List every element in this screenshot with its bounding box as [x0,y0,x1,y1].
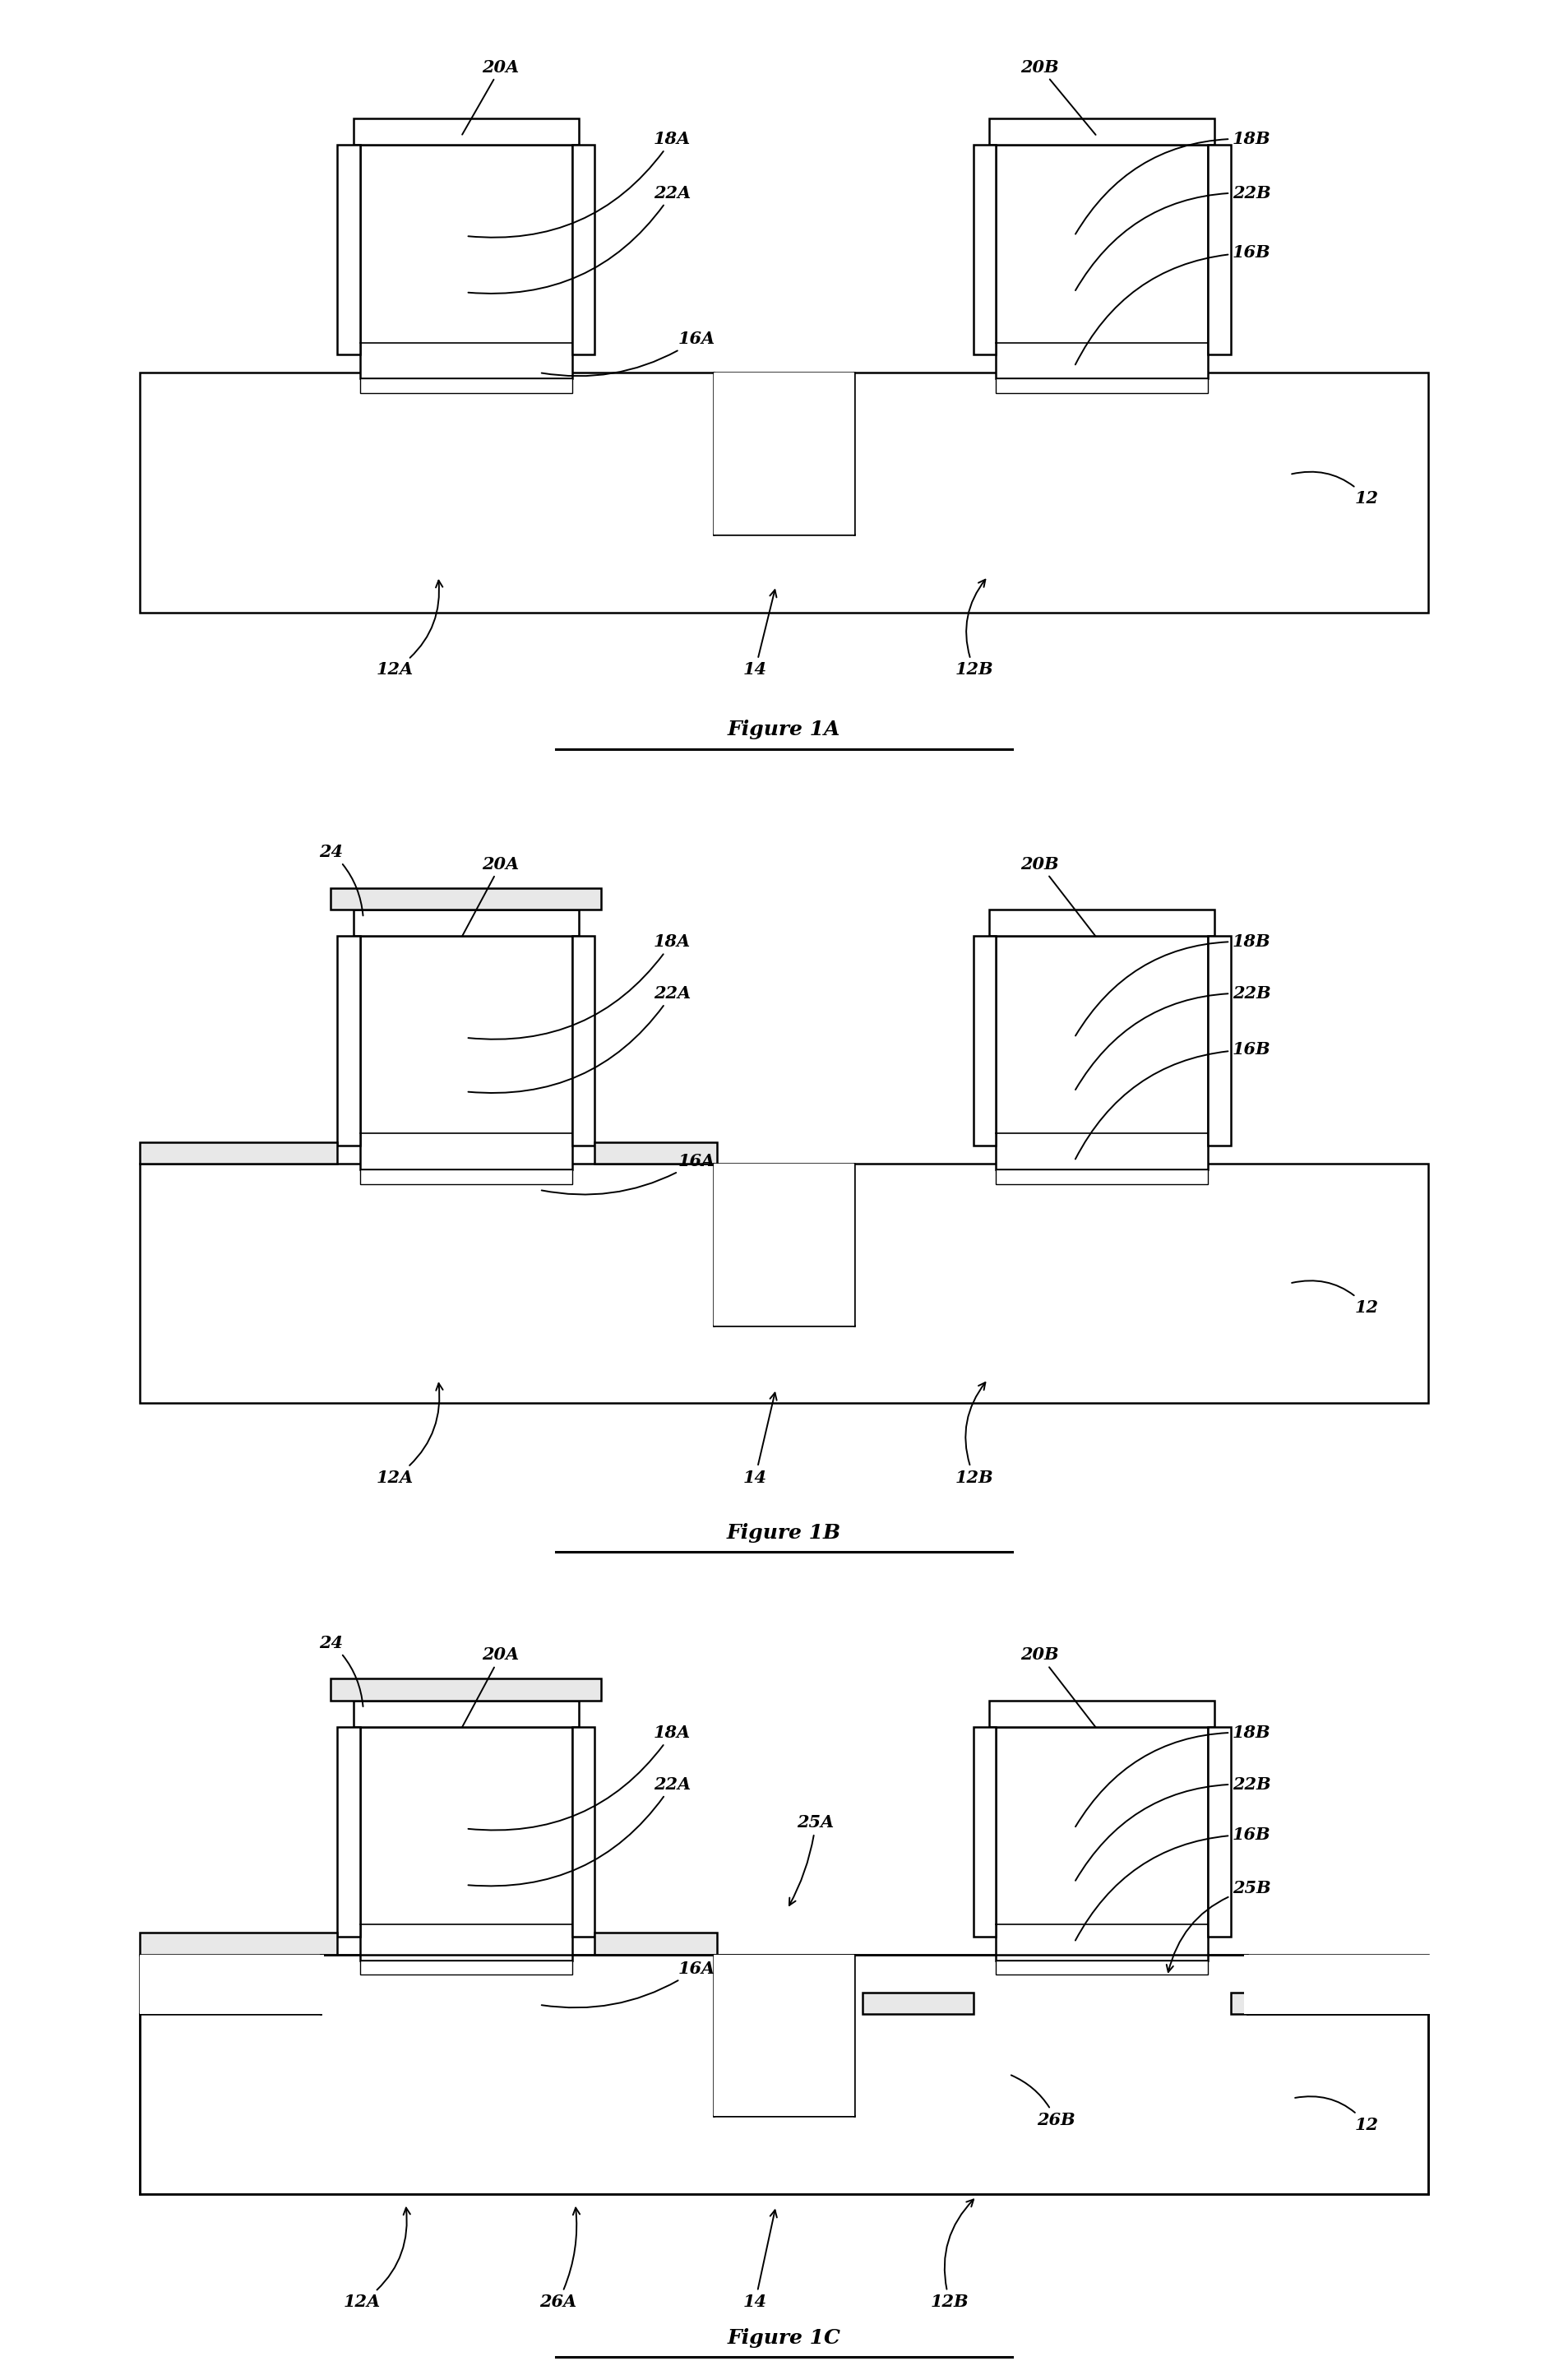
Text: 18A: 18A [469,1724,691,1831]
FancyBboxPatch shape [1207,1727,1231,1936]
Text: 16B: 16B [1076,1826,1270,1940]
Text: 12A: 12A [376,1382,442,1487]
FancyBboxPatch shape [594,1142,717,1164]
Text: 26A: 26A [539,2209,580,2311]
Text: 24: 24 [320,843,364,917]
FancyBboxPatch shape [572,1727,594,1936]
Text: 12B: 12B [931,2199,974,2311]
Text: 25A: 25A [789,1814,834,1905]
FancyBboxPatch shape [361,936,572,1168]
FancyBboxPatch shape [361,1959,572,1974]
FancyBboxPatch shape [1243,1955,1432,2014]
Text: 20B: 20B [1021,1646,1096,1727]
FancyBboxPatch shape [996,1959,1207,1974]
Text: 14: 14 [743,1392,776,1487]
Text: 20B: 20B [1021,855,1096,936]
Text: 16A: 16A [541,330,715,375]
FancyBboxPatch shape [996,936,1207,1168]
Text: 18A: 18A [469,933,691,1040]
Text: 26B: 26B [1011,2076,1076,2128]
FancyBboxPatch shape [572,936,594,1145]
FancyBboxPatch shape [337,1727,361,1936]
Text: 22B: 22B [1076,185,1270,290]
Text: Figure 1A: Figure 1A [728,720,840,739]
Text: 12A: 12A [343,2209,411,2311]
Text: 16A: 16A [541,1152,715,1195]
FancyBboxPatch shape [331,888,602,910]
FancyBboxPatch shape [140,1955,325,2014]
FancyBboxPatch shape [140,1955,1428,2194]
Text: 14: 14 [743,589,776,677]
FancyBboxPatch shape [361,1727,572,1959]
Text: 18A: 18A [469,131,691,238]
FancyBboxPatch shape [594,1933,717,1955]
Text: 20A: 20A [463,59,519,135]
Text: 25B: 25B [1167,1881,1270,1971]
Text: Figure 1C: Figure 1C [728,2327,840,2349]
FancyBboxPatch shape [353,119,579,145]
FancyBboxPatch shape [1207,145,1231,354]
Text: 12: 12 [1292,473,1378,506]
FancyBboxPatch shape [989,910,1215,936]
Text: 22A: 22A [469,1776,691,1886]
FancyBboxPatch shape [862,1993,974,2014]
FancyBboxPatch shape [996,378,1207,392]
FancyBboxPatch shape [353,910,579,936]
FancyBboxPatch shape [974,145,996,354]
FancyBboxPatch shape [140,1933,337,1955]
Text: 18B: 18B [1076,131,1270,235]
Text: 22B: 22B [1076,1776,1270,1881]
Text: Figure 1B: Figure 1B [728,1522,840,1541]
Text: 12B: 12B [955,580,994,677]
Text: 22A: 22A [469,986,691,1092]
FancyBboxPatch shape [713,1955,855,2116]
Text: 16B: 16B [1076,1043,1270,1159]
Text: 22A: 22A [469,185,691,294]
Text: 24: 24 [320,1634,364,1708]
FancyBboxPatch shape [331,1679,602,1700]
Text: 22B: 22B [1076,986,1270,1090]
FancyBboxPatch shape [996,1727,1207,1959]
Text: 20A: 20A [463,1646,519,1727]
FancyBboxPatch shape [140,1142,337,1164]
FancyBboxPatch shape [713,373,855,534]
Text: 20B: 20B [1021,59,1096,135]
FancyBboxPatch shape [974,1727,996,1936]
FancyBboxPatch shape [996,145,1207,378]
Text: 18B: 18B [1076,933,1270,1036]
FancyBboxPatch shape [337,936,361,1145]
Text: 12: 12 [1295,2097,1378,2133]
Text: 20A: 20A [463,855,519,936]
FancyBboxPatch shape [353,1700,579,1727]
FancyBboxPatch shape [713,1164,855,1325]
FancyBboxPatch shape [1207,936,1231,1145]
Text: 12A: 12A [376,580,442,677]
Text: 12: 12 [1292,1280,1378,1316]
FancyBboxPatch shape [361,1168,572,1183]
FancyBboxPatch shape [361,378,572,392]
FancyBboxPatch shape [337,145,361,354]
Text: 16A: 16A [541,1962,715,2007]
FancyBboxPatch shape [1231,1993,1428,2014]
Text: 18B: 18B [1076,1724,1270,1826]
FancyBboxPatch shape [140,373,1428,613]
FancyBboxPatch shape [989,119,1215,145]
Text: 12B: 12B [955,1382,994,1487]
Text: 16B: 16B [1076,245,1270,366]
FancyBboxPatch shape [572,145,594,354]
FancyBboxPatch shape [140,1164,1428,1404]
Text: 14: 14 [743,2211,776,2311]
FancyBboxPatch shape [989,1700,1215,1727]
FancyBboxPatch shape [974,936,996,1145]
FancyBboxPatch shape [361,145,572,378]
FancyBboxPatch shape [996,1168,1207,1183]
